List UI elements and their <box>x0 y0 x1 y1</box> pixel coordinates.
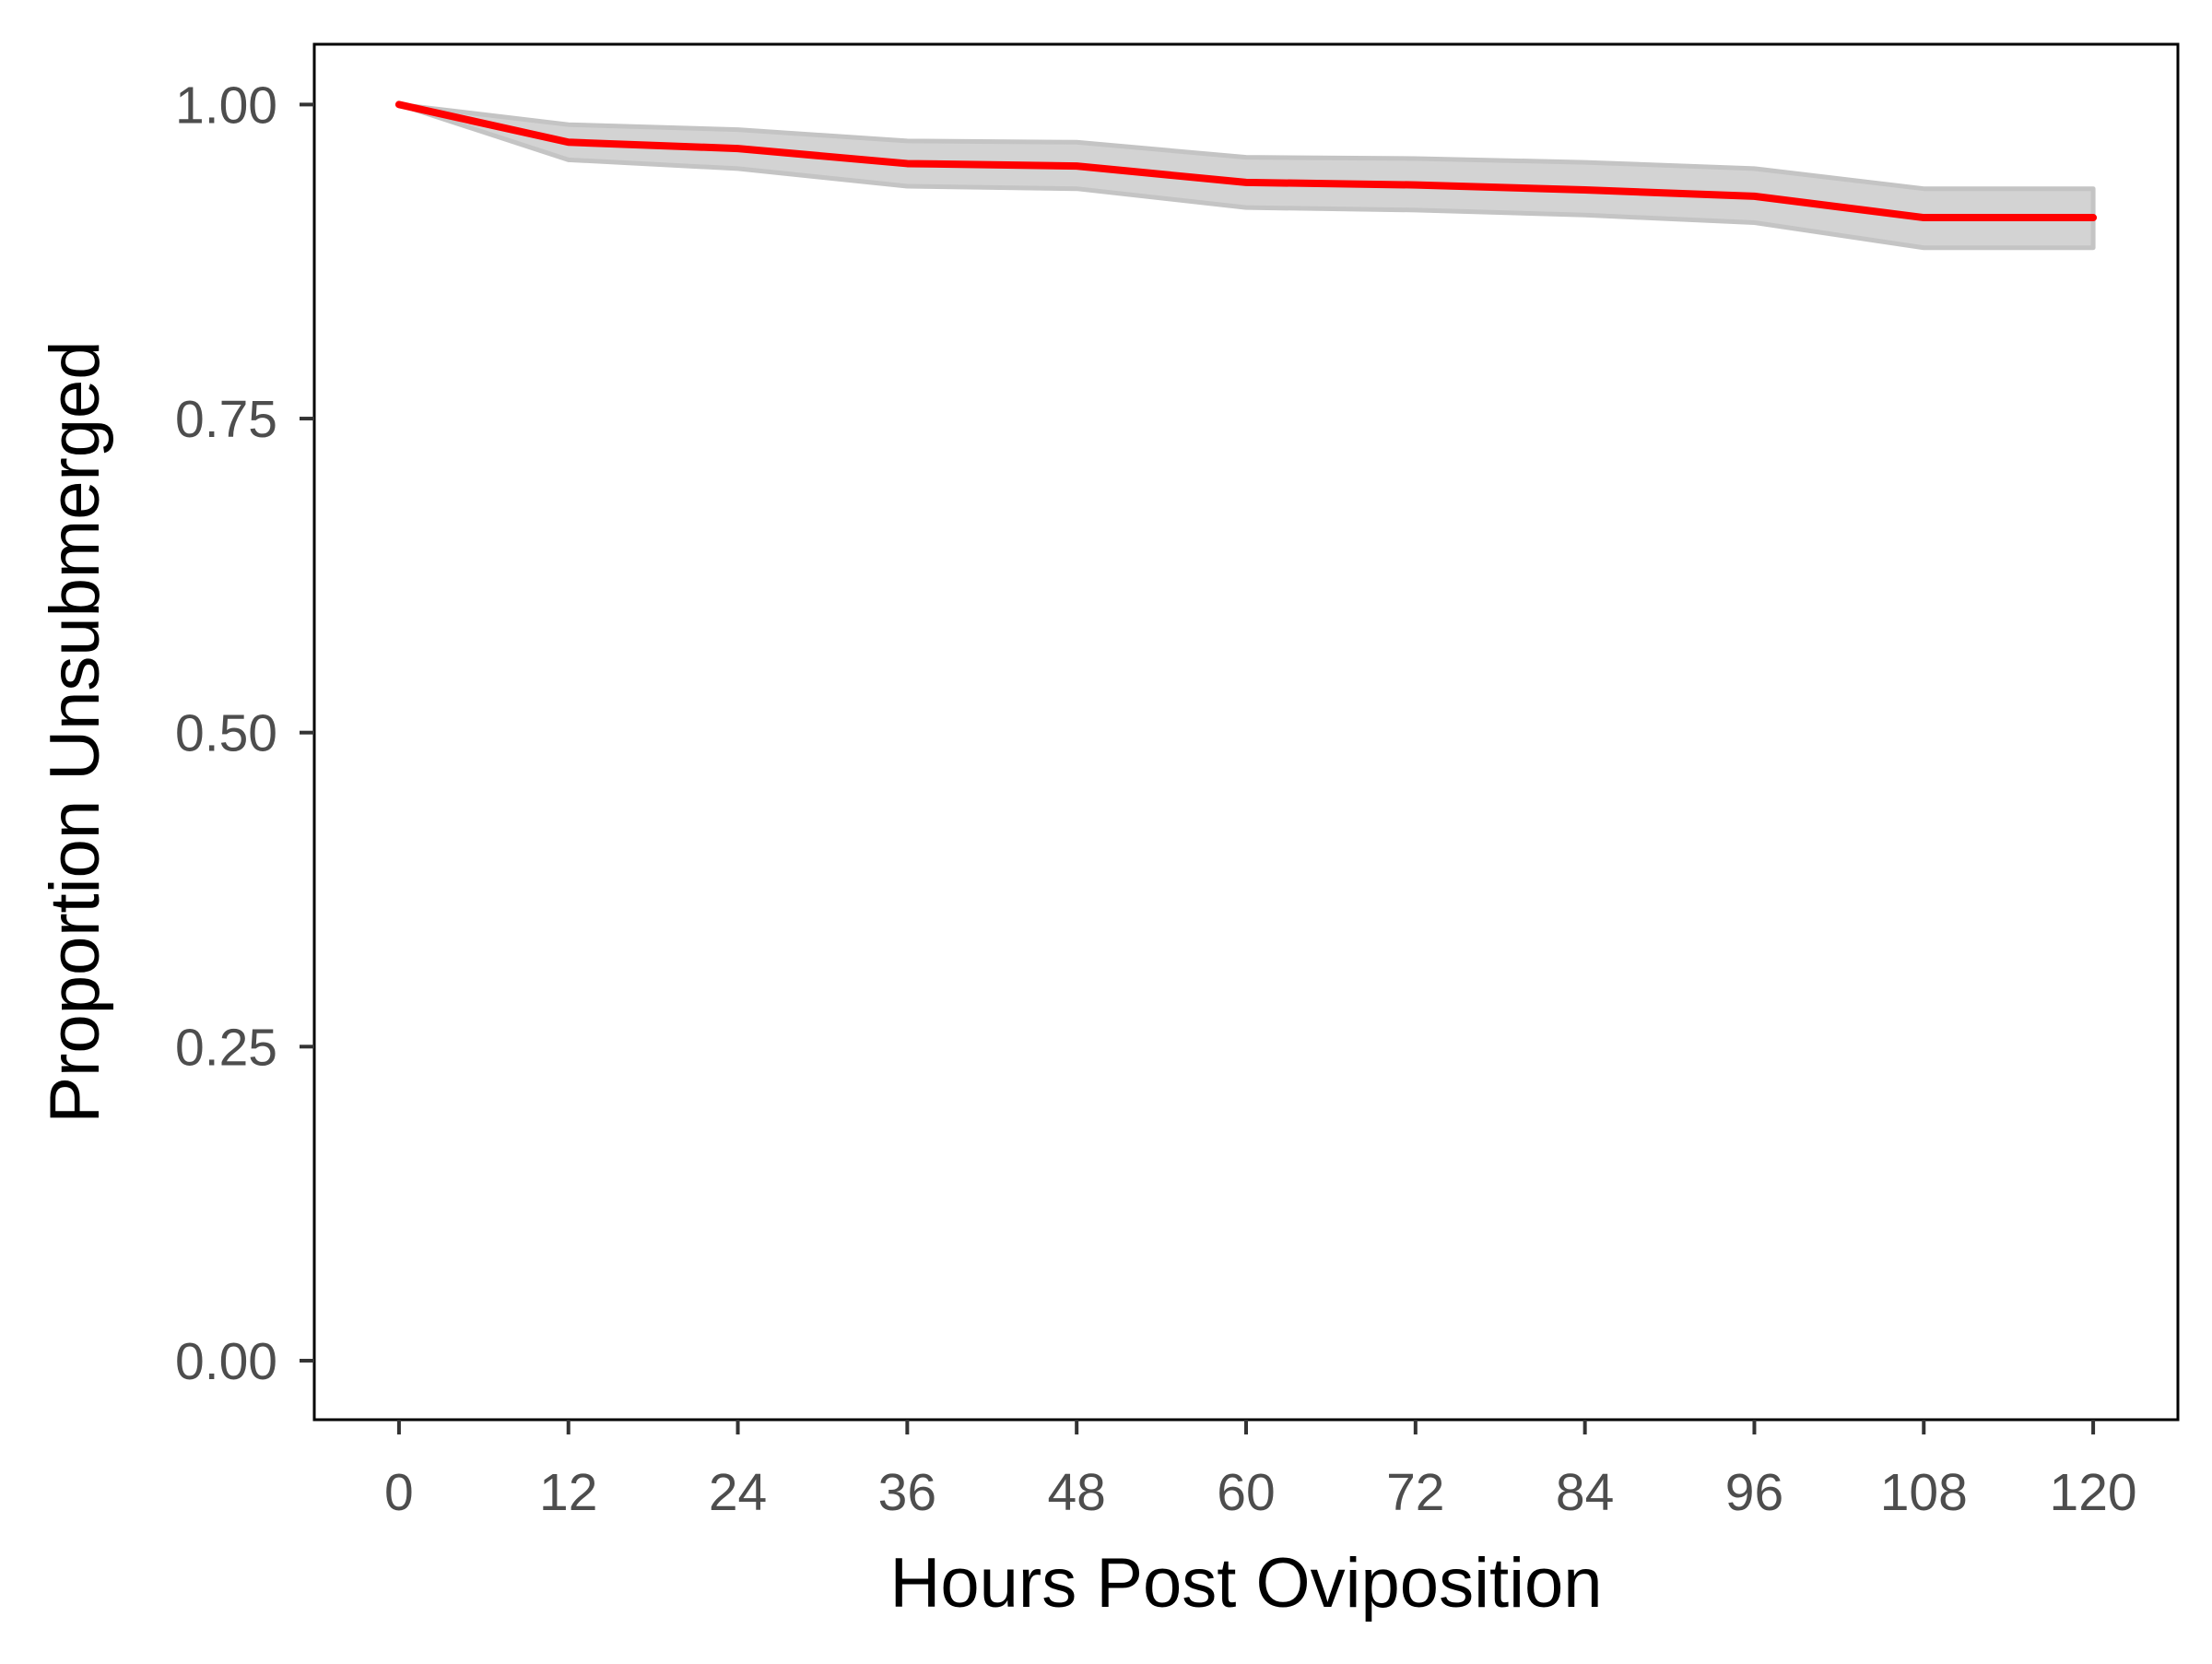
x-tick-label: 12 <box>539 1463 597 1522</box>
y-axis: 0.00 0.25 0.50 0.75 1.00 <box>175 76 314 1391</box>
x-tick-label: 96 <box>1725 1463 1783 1522</box>
x-axis-title: Hours Post Oviposition <box>890 1544 1603 1623</box>
x-tick-label: 72 <box>1386 1463 1444 1522</box>
series-line <box>394 100 2098 222</box>
y-tick-label: 0.25 <box>175 1018 277 1077</box>
x-axis: 0 12 24 36 48 60 72 84 96 108 120 <box>384 1420 2137 1522</box>
y-tick-label: 0.50 <box>175 704 277 763</box>
x-tick-label: 36 <box>878 1463 936 1522</box>
y-tick-label: 1.00 <box>175 76 277 135</box>
x-tick-label: 24 <box>709 1463 767 1522</box>
x-tick-label: 120 <box>2050 1463 2137 1522</box>
plot-panel <box>312 42 2180 1422</box>
x-tick-label: 84 <box>1556 1463 1614 1522</box>
series-line-layer <box>394 100 2098 222</box>
x-tick-label: 0 <box>384 1463 414 1522</box>
y-tick-label: 0.00 <box>175 1332 277 1391</box>
y-axis-title: Proportion Unsubmerged <box>36 340 114 1123</box>
x-tick-label: 108 <box>1880 1463 1968 1522</box>
x-tick-label: 48 <box>1047 1463 1105 1522</box>
y-tick-label: 0.75 <box>175 390 277 449</box>
x-tick-label: 60 <box>1217 1463 1275 1522</box>
